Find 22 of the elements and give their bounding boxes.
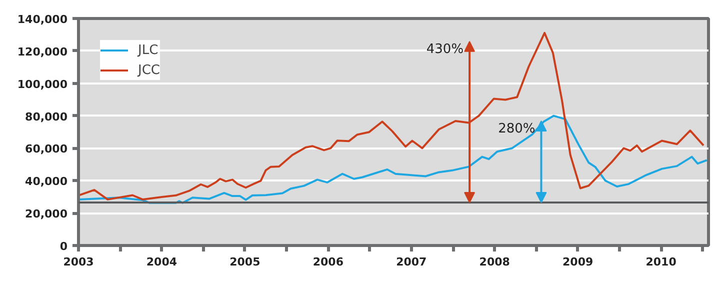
x-tick-label: 2010 xyxy=(646,256,677,268)
y-tick-label: 100,000 xyxy=(17,78,68,91)
y-tick-label: 60,000 xyxy=(25,142,68,156)
x-tick-label: 2005 xyxy=(230,256,260,268)
y-tick-label: 120,000 xyxy=(17,45,68,58)
x-tick-label: 2006 xyxy=(312,256,344,268)
annotation: 280% xyxy=(498,121,536,136)
legend-label: JCC xyxy=(138,62,160,78)
x-tick-label: 2004 xyxy=(146,256,178,268)
legend-label: JLC xyxy=(138,42,158,58)
x-tick-label: 2008 xyxy=(479,256,510,268)
line-series xyxy=(78,114,708,204)
line-series xyxy=(78,32,705,200)
y-tick-label: 140,000 xyxy=(17,13,68,26)
y-tick-label: 20,000 xyxy=(25,208,68,221)
y-tick-label: 40,000 xyxy=(25,175,68,188)
x-tick-label: 2003 xyxy=(63,256,94,268)
annotation: 430% xyxy=(426,42,464,57)
y-tick-label: 0 xyxy=(60,240,68,253)
y-tick-label: 80,000 xyxy=(25,110,68,124)
x-tick-label: 2007 xyxy=(396,256,427,268)
x-tick-label: 2009 xyxy=(562,256,594,268)
